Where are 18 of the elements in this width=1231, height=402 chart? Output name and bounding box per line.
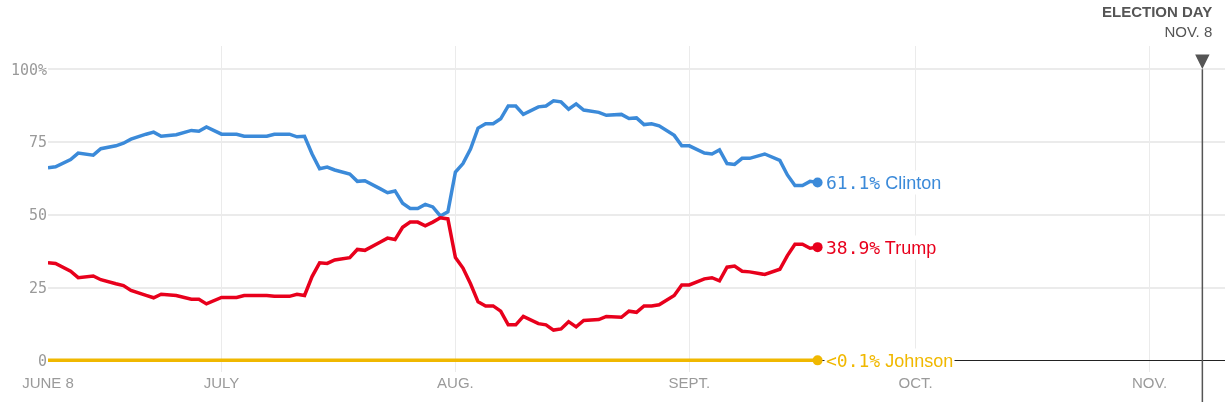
text: Johnson: [885, 351, 954, 371]
x-tick-label: AUG.: [437, 374, 474, 391]
y-tick-label: 0: [37, 351, 47, 370]
data-label: <0.1%: [826, 350, 881, 371]
x-tick-label: NOV.: [1131, 374, 1168, 391]
data-label: 61.1%: [826, 172, 881, 193]
y-tick-label: 50: [28, 206, 47, 225]
data-label: 38.9%: [826, 237, 881, 258]
x-tick-label: SEPT.: [668, 374, 711, 391]
text: Trump: [884, 238, 937, 258]
y-tick-label: 100%: [10, 60, 47, 79]
x-tick-label: OCT.: [898, 374, 933, 391]
x-tick-label: JUNE 8: [22, 374, 74, 391]
y-tick-label: 25: [28, 278, 47, 297]
ref-line-label: ELECTION DAY NOV. 8: [1102, 3, 1213, 40]
y-tick-label: 75: [28, 133, 47, 152]
text: Clinton: [885, 173, 942, 193]
x-tick-label: JULY: [203, 374, 240, 391]
